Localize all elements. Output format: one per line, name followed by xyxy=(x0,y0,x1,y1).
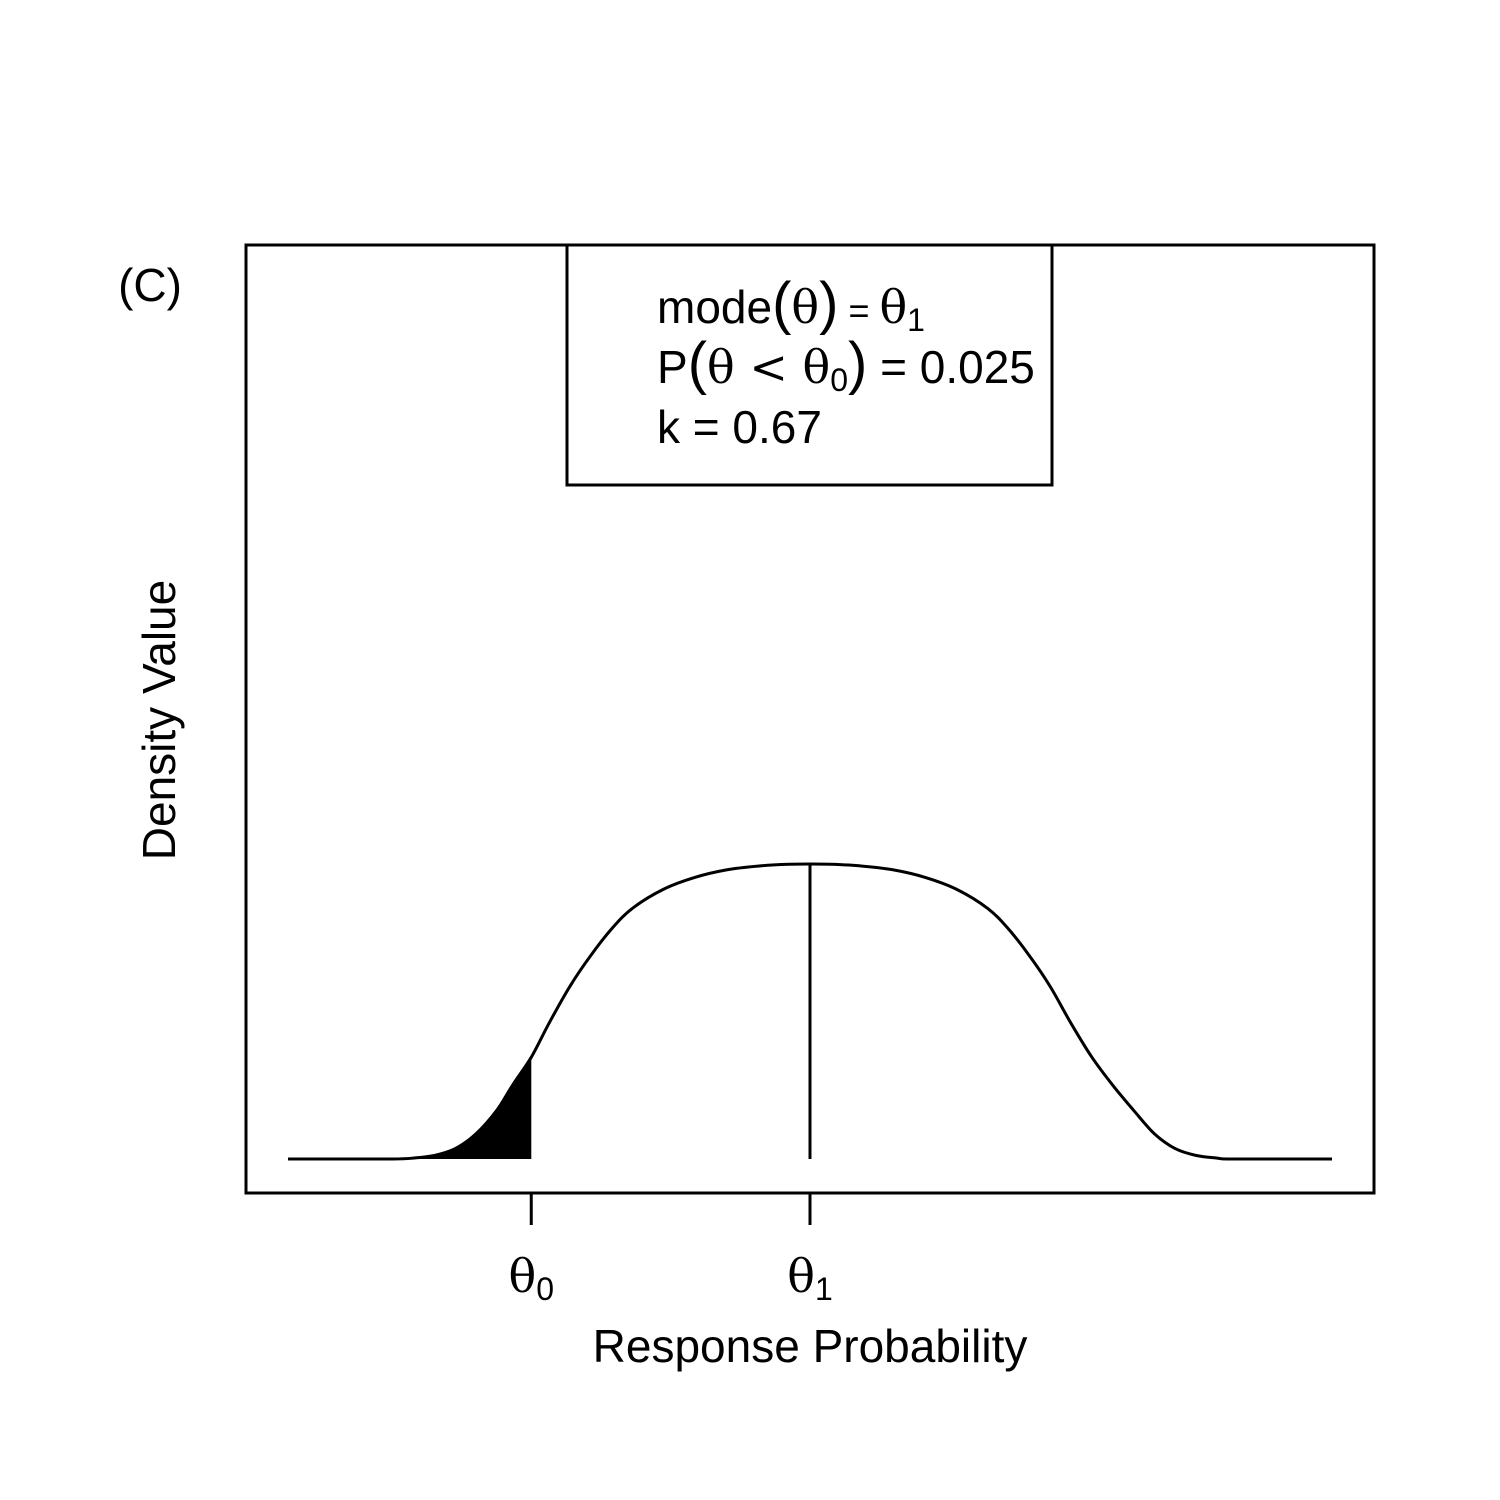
legend-line-k: k = 0.67 xyxy=(657,401,822,453)
y-axis-label: Density Value xyxy=(133,580,185,860)
legend-line-probability: P(θ < θ0) = 0.025 xyxy=(657,331,1035,398)
legend-box xyxy=(565,243,1054,487)
x-tick-label: θ0 xyxy=(509,1249,555,1307)
x-axis-ticks: θ0 θ1 xyxy=(509,1193,833,1307)
panel-label: (C) xyxy=(118,259,182,311)
x-tick-label: θ1 xyxy=(787,1249,833,1307)
x-axis-label: Response Probability xyxy=(593,1320,1028,1372)
shaded-tail-area xyxy=(288,1057,532,1160)
legend-line-mode: mode(θ) = θ1 xyxy=(657,271,925,338)
legend: mode(θ) = θ1 P(θ < θ0) = 0.025 k = 0.67 xyxy=(565,243,1054,487)
